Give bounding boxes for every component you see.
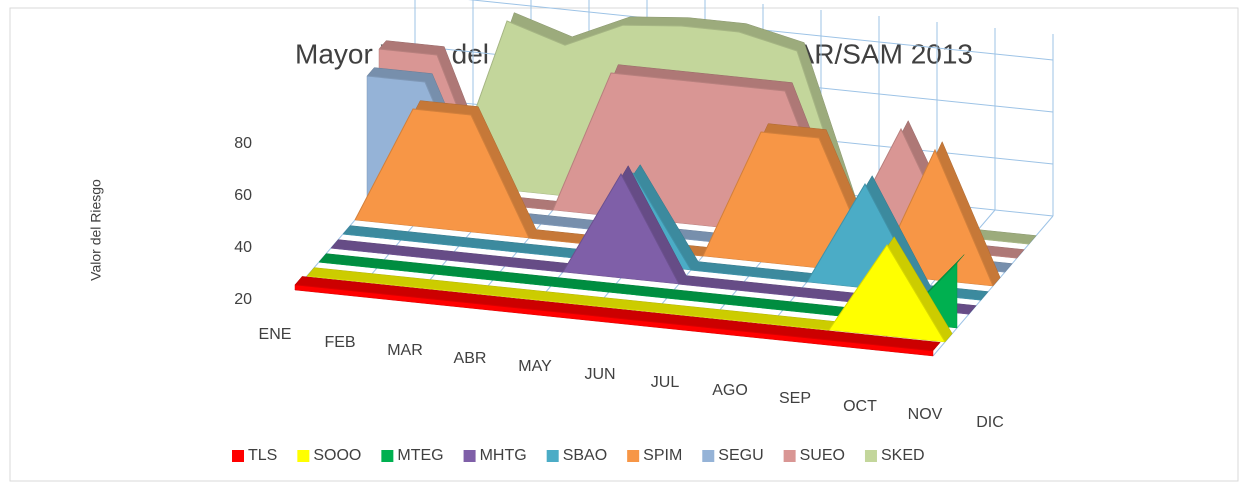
x-tick-label: MAR: [387, 342, 423, 359]
y-tick-label: 60: [234, 187, 252, 204]
legend-swatch: [702, 450, 715, 462]
legend-swatch: [463, 450, 476, 462]
x-tick-label: DIC: [976, 414, 1004, 431]
x-tick-label: AGO: [712, 382, 748, 399]
x-tick-label: MAY: [518, 358, 552, 375]
x-tick-label: JUN: [584, 366, 615, 383]
y-tick-label: 80: [234, 135, 252, 152]
area-line: [342, 172, 982, 301]
legend-swatch: [627, 450, 640, 462]
area-line: [306, 244, 946, 343]
area-line: [294, 284, 934, 352]
legend-swatch: [864, 450, 877, 462]
x-tick-label: FEB: [324, 334, 355, 351]
x-tick-label: ABR: [454, 350, 487, 367]
legend-label: SOOO: [313, 447, 361, 464]
legend-label: SEGU: [718, 447, 763, 464]
y-tick-label: 40: [234, 239, 252, 256]
x-tick-label: ENE: [259, 326, 292, 343]
x-tick-label: SEP: [779, 390, 811, 407]
x-tick-label: OCT: [843, 398, 877, 415]
legend-swatch: [783, 450, 796, 462]
legend-label: MHTG: [480, 447, 527, 464]
x-tick-label: NOV: [908, 406, 943, 423]
legend-label: MTEG: [397, 447, 443, 464]
legend-label: SPIM: [643, 447, 682, 464]
legend-label: SBAO: [563, 447, 607, 464]
legend-label: SUEO: [800, 447, 845, 464]
legend-swatch: [381, 450, 394, 462]
y-tick-label: 20: [234, 291, 252, 308]
legend-swatch: [546, 450, 559, 462]
legend-label: SKED: [881, 447, 925, 464]
y-axis-title: Valor del Riesgo: [88, 179, 104, 281]
legend-swatch: [232, 450, 244, 462]
x-tick-label: JUL: [651, 374, 680, 391]
legend-label: TLS: [248, 447, 277, 464]
legend-swatch: [297, 450, 310, 462]
